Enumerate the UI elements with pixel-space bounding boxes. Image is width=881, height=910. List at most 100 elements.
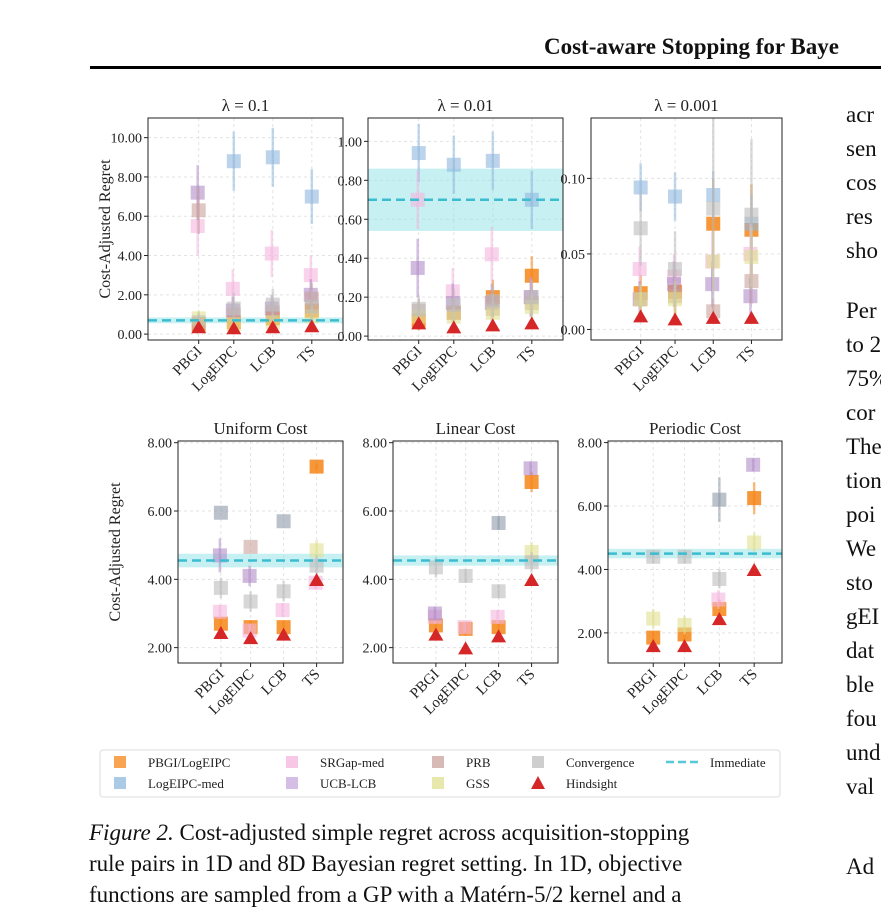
- data-point: [747, 535, 762, 550]
- hindsight-marker: [309, 573, 325, 587]
- legend-label: Convergence: [566, 755, 635, 770]
- hindsight-marker: [645, 639, 661, 653]
- y-tick-label: 8.00: [148, 437, 173, 452]
- data-point: [213, 580, 228, 595]
- data-point: [275, 603, 290, 618]
- y-tick-label: 0.20: [338, 291, 363, 306]
- data-point: [633, 180, 648, 195]
- header-rule: [90, 66, 881, 69]
- y-axis-label: Cost-Adjusted Regret: [107, 482, 124, 622]
- y-tick-label: 0.00: [118, 328, 143, 343]
- data-point: [276, 620, 291, 635]
- x-tick-label: LCB: [248, 344, 280, 376]
- data-point: [212, 548, 227, 563]
- data-point: [712, 492, 727, 507]
- y-tick-label: 6.00: [363, 505, 388, 520]
- caption-line-2: rule pairs in 1D and 8D Bayesian regret …: [89, 851, 683, 876]
- hindsight-marker: [446, 320, 462, 334]
- data-point: [276, 514, 291, 529]
- legend-item: PBGI/LogEIPC: [114, 755, 230, 770]
- right-column-line: We: [846, 536, 877, 561]
- y-tick-label: 0.60: [338, 213, 363, 228]
- legend-label: PBGI/LogEIPC: [148, 755, 230, 770]
- data-point: [304, 299, 319, 314]
- data-point: [213, 616, 228, 631]
- data-point: [264, 246, 279, 261]
- y-tick-label: 2.00: [118, 289, 143, 304]
- legend-item: Convergence: [532, 755, 635, 770]
- x-tick-label: LCB: [258, 667, 290, 699]
- chart-title: Periodic Cost: [649, 419, 741, 438]
- x-tick-label: TS: [300, 667, 324, 691]
- immediate-band: [148, 317, 343, 324]
- y-tick-label: 6.00: [148, 505, 173, 520]
- right-column-line: to 2: [846, 332, 881, 357]
- x-tick-label: LCB: [694, 667, 726, 699]
- data-point: [276, 584, 291, 599]
- data-point: [226, 301, 241, 316]
- y-axis-label: Cost-Adjusted Regret: [97, 159, 114, 299]
- data-point: [485, 294, 500, 309]
- data-point: [524, 290, 539, 305]
- legend-item: Hindsight: [531, 776, 618, 791]
- data-point: [646, 611, 661, 626]
- right-column-line: fou: [846, 706, 877, 731]
- data-point: [491, 584, 506, 599]
- legend-marker-square: [114, 756, 126, 768]
- plot-frame: [392, 440, 559, 664]
- legend-marker-triangle: [531, 776, 545, 789]
- legend-label: SRGap-med: [320, 755, 385, 770]
- right-column-line: gEI: [846, 604, 880, 629]
- data-point: [191, 203, 206, 218]
- data-point: [411, 146, 426, 161]
- legend-item: SRGap-med: [286, 755, 385, 770]
- plot-frame: [607, 440, 783, 664]
- legend-item: UCB-LCB: [286, 776, 377, 791]
- hindsight-marker: [276, 627, 292, 641]
- right-column-line: tion: [846, 468, 881, 493]
- right-column-line: 75%: [846, 366, 881, 391]
- y-tick-label: 0.40: [338, 252, 363, 267]
- hindsight-marker: [743, 310, 759, 324]
- hindsight-marker: [485, 318, 501, 332]
- legend-label: Hindsight: [566, 776, 618, 791]
- chart-title: λ = 0.001: [654, 96, 719, 115]
- data-point: [633, 292, 648, 307]
- data-point: [744, 207, 759, 222]
- caption-text-1: Cost-adjusted simple regret across acqui…: [179, 820, 690, 845]
- data-point: [309, 459, 324, 474]
- data-point: [668, 262, 683, 277]
- y-tick-label: 0.80: [338, 174, 363, 189]
- legend-marker-square: [532, 756, 544, 768]
- right-column-line: und: [846, 740, 881, 765]
- right-column-line: acr: [846, 102, 875, 127]
- right-column-line: sho: [846, 238, 878, 263]
- y-tick-label: 4.00: [578, 563, 603, 578]
- legend-item: PRB: [432, 755, 491, 770]
- data-point: [677, 549, 692, 564]
- hindsight-marker: [677, 639, 693, 653]
- hindsight-marker: [633, 309, 649, 323]
- right-column-line: sen: [846, 136, 877, 161]
- data-point: [265, 297, 280, 312]
- data-point: [485, 153, 500, 168]
- hindsight-marker: [213, 625, 229, 639]
- immediate-band: [393, 555, 558, 566]
- legend-item: Immediate: [666, 755, 766, 770]
- y-tick-label: 4.00: [148, 573, 173, 588]
- x-tick-label: TS: [737, 667, 761, 691]
- x-tick-label: LCB: [473, 667, 505, 699]
- data-point: [524, 474, 539, 489]
- y-tick-label: 2.00: [363, 642, 388, 657]
- data-point: [304, 189, 319, 204]
- data-point: [265, 150, 280, 165]
- y-tick-label: 0.00: [561, 323, 586, 338]
- y-tick-label: 0.00: [338, 330, 363, 345]
- legend-label: GSS: [466, 776, 490, 791]
